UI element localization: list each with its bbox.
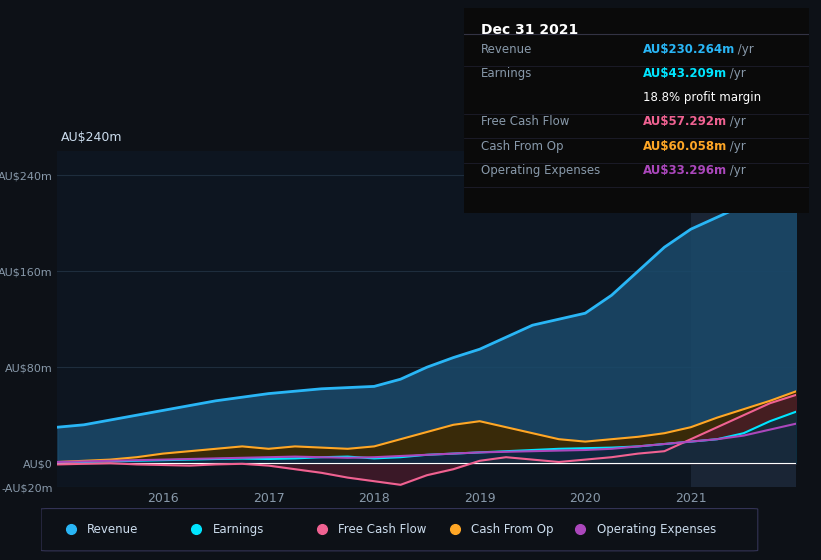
Text: Revenue: Revenue <box>87 522 138 536</box>
Text: Revenue: Revenue <box>481 43 533 56</box>
Text: AU$33.296m: AU$33.296m <box>643 165 727 178</box>
Text: Earnings: Earnings <box>213 522 264 536</box>
Text: AU$230.264m: AU$230.264m <box>643 43 736 56</box>
Text: Operating Expenses: Operating Expenses <box>481 165 600 178</box>
Text: AU$57.292m: AU$57.292m <box>643 115 727 128</box>
Text: Earnings: Earnings <box>481 67 533 80</box>
Text: /yr: /yr <box>734 43 754 56</box>
Text: /yr: /yr <box>726 115 745 128</box>
Text: AU$43.209m: AU$43.209m <box>643 67 727 80</box>
Text: Cash From Op: Cash From Op <box>481 140 563 153</box>
Text: /yr: /yr <box>726 165 745 178</box>
Text: /yr: /yr <box>726 140 745 153</box>
Text: Free Cash Flow: Free Cash Flow <box>338 522 426 536</box>
Bar <box>690 151 807 487</box>
Text: Operating Expenses: Operating Expenses <box>597 522 716 536</box>
Text: AU$60.058m: AU$60.058m <box>643 140 727 153</box>
Text: /yr: /yr <box>726 67 745 80</box>
Text: 18.8% profit margin: 18.8% profit margin <box>643 91 761 104</box>
Text: Cash From Op: Cash From Op <box>471 522 553 536</box>
Text: Dec 31 2021: Dec 31 2021 <box>481 23 578 37</box>
Text: AU$240m: AU$240m <box>62 132 122 144</box>
Text: Free Cash Flow: Free Cash Flow <box>481 115 570 128</box>
